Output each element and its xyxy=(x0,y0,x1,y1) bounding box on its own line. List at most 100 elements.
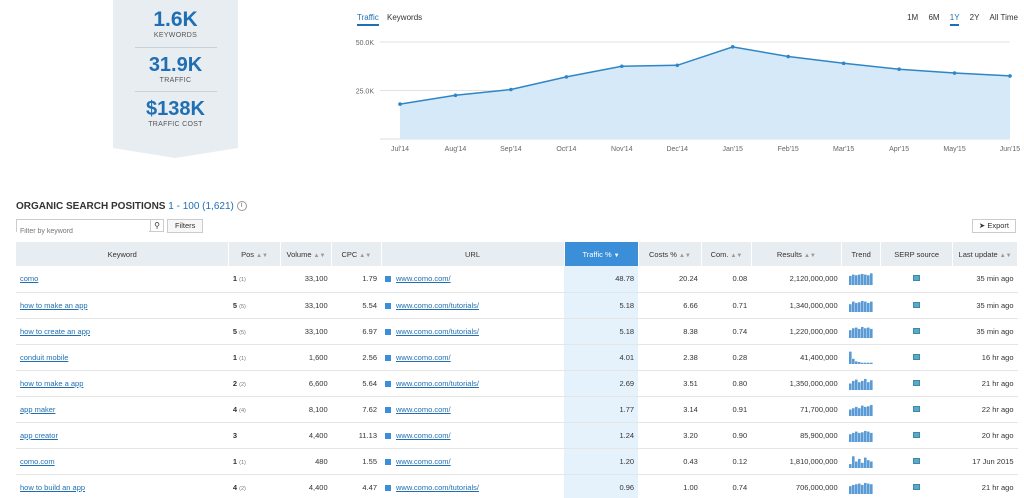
x-tick-label: Jul'14 xyxy=(391,146,409,153)
trend-bar xyxy=(870,362,873,364)
trend-bar xyxy=(855,431,858,442)
serp-snapshot-icon[interactable] xyxy=(913,405,921,412)
range-6m[interactable]: 6M xyxy=(928,13,940,22)
results-cell: 85,900,000 xyxy=(751,422,842,449)
col-com[interactable]: Com. ▲▼ xyxy=(701,242,752,266)
position-cell: 5 (5) xyxy=(228,292,281,319)
traffic-cell: 2.69 xyxy=(564,370,639,397)
trend-bar xyxy=(852,274,855,286)
trend-bar xyxy=(855,406,858,416)
trend-cell xyxy=(841,292,881,319)
data-point xyxy=(897,67,901,71)
costs-cell: 3.14 xyxy=(638,396,702,423)
col-last-update[interactable]: Last update ▲▼ xyxy=(952,242,1018,266)
range-2y[interactable]: 2Y xyxy=(969,13,980,22)
filters-button[interactable]: Filters xyxy=(167,219,204,233)
range-all-time[interactable]: All Time xyxy=(989,13,1018,22)
trend-bar xyxy=(867,302,870,312)
url-link[interactable]: www.como.com/ xyxy=(396,274,451,284)
volume-cell: 4,400 xyxy=(280,422,332,449)
keyword-filter-input[interactable] xyxy=(17,226,149,237)
x-tick-label: Sep'14 xyxy=(500,146,522,153)
url-link[interactable]: www.como.com/tutorials/ xyxy=(396,326,479,336)
external-link-icon[interactable] xyxy=(385,458,391,465)
serp-snapshot-icon[interactable] xyxy=(913,301,921,308)
url-link[interactable]: www.como.com/tutorials/ xyxy=(396,300,479,310)
keyword-link[interactable]: how to make a app xyxy=(20,378,84,388)
serp-snapshot-icon[interactable] xyxy=(913,483,921,490)
keyword-cell: conduit mobile xyxy=(16,344,229,371)
keywords-label: KEYWORDS xyxy=(153,32,198,39)
keyword-link[interactable]: como.com xyxy=(20,456,55,466)
url-cell: www.como.com/tutorials/ xyxy=(381,318,565,345)
keyword-link[interactable]: how to create an app xyxy=(20,326,91,336)
col-traffic[interactable]: Traffic % ▼ xyxy=(564,242,639,266)
keyword-link[interactable]: app creator xyxy=(20,430,58,440)
x-tick-label: Dec'14 xyxy=(666,146,688,153)
tab-keywords[interactable]: Keywords xyxy=(387,13,423,22)
range-1m[interactable]: 1M xyxy=(907,13,919,22)
col-keyword[interactable]: Keyword xyxy=(16,242,230,266)
serp-snapshot-icon[interactable] xyxy=(913,327,921,334)
keyword-link[interactable]: how to build an app xyxy=(20,482,86,492)
col-pos[interactable]: Pos ▲▼ xyxy=(228,242,281,266)
external-link-icon[interactable] xyxy=(385,302,391,309)
col-results[interactable]: Results ▲▼ xyxy=(751,242,843,266)
last-update-cell: 17 Jun 2015 xyxy=(952,448,1018,475)
url-link[interactable]: www.como.com/tutorials/ xyxy=(396,378,479,388)
results-cell: 71,700,000 xyxy=(751,396,842,423)
serp-snapshot-icon[interactable] xyxy=(913,353,921,360)
serp-snapshot-icon[interactable] xyxy=(913,379,921,386)
divider xyxy=(135,91,217,92)
url-link[interactable]: www.como.com/ xyxy=(396,404,451,414)
col-costs[interactable]: Costs % ▲▼ xyxy=(638,242,703,266)
trend-cell xyxy=(841,474,881,498)
x-tick-label: Oct'14 xyxy=(556,146,576,153)
trend-sparkline xyxy=(849,404,873,416)
col-url[interactable]: URL xyxy=(381,242,565,266)
external-link-icon[interactable] xyxy=(385,380,391,387)
col-volume[interactable]: Volume ▲▼ xyxy=(280,242,333,266)
external-link-icon[interactable] xyxy=(385,276,391,283)
keyword-link[interactable]: conduit mobile xyxy=(20,352,69,362)
cpc-cell: 1.55 xyxy=(331,448,381,475)
range-selector: 1M 6M 1Y 2Y All Time xyxy=(899,13,1018,26)
search-icon[interactable]: ⚲ xyxy=(150,220,163,231)
trend-bar xyxy=(858,407,861,416)
url-cell: www.como.com/tutorials/ xyxy=(381,370,565,397)
range-1y[interactable]: 1Y xyxy=(949,13,960,26)
export-button[interactable]: ➤ Export xyxy=(971,219,1016,233)
trend-bar xyxy=(864,362,867,364)
keywords-value: 1.6K xyxy=(153,8,198,31)
costs-cell: 1.00 xyxy=(638,474,702,498)
tab-traffic[interactable]: Traffic xyxy=(357,13,379,26)
serp-cell xyxy=(880,474,953,498)
trend-bar xyxy=(867,459,870,468)
keywords-stat: 1.6K KEYWORDS xyxy=(113,8,238,39)
external-link-icon[interactable] xyxy=(385,354,391,361)
trend-bar xyxy=(858,328,861,338)
url-link[interactable]: www.como.com/ xyxy=(396,430,451,440)
info-icon[interactable]: i xyxy=(236,201,247,212)
keyword-link[interactable]: how to make an app xyxy=(20,300,88,310)
serp-snapshot-icon[interactable] xyxy=(913,431,921,438)
external-link-icon[interactable] xyxy=(385,328,391,335)
table-header: Keyword Pos ▲▼ Volume ▲▼ CPC ▲▼ URL Traffic… xyxy=(16,242,1018,266)
keyword-link[interactable]: como xyxy=(20,274,39,284)
trend-bar xyxy=(855,302,858,312)
keyword-link[interactable]: app maker xyxy=(20,404,56,414)
external-link-icon[interactable] xyxy=(385,484,391,491)
url-link[interactable]: www.como.com/ xyxy=(396,352,451,362)
external-link-icon[interactable] xyxy=(385,406,391,413)
traffic-cell: 1.24 xyxy=(564,422,639,449)
external-link-icon[interactable] xyxy=(385,432,391,439)
trend-bar xyxy=(864,301,867,312)
x-tick-label: May'15 xyxy=(943,146,965,153)
url-link[interactable]: www.como.com/tutorials/ xyxy=(396,482,479,492)
col-cpc[interactable]: CPC ▲▼ xyxy=(331,242,382,266)
serp-snapshot-icon[interactable] xyxy=(913,275,921,282)
trend-bar xyxy=(861,362,864,364)
position-cell: 5 (5) xyxy=(228,318,281,345)
serp-snapshot-icon[interactable] xyxy=(913,457,921,464)
url-link[interactable]: www.como.com/ xyxy=(396,456,451,466)
